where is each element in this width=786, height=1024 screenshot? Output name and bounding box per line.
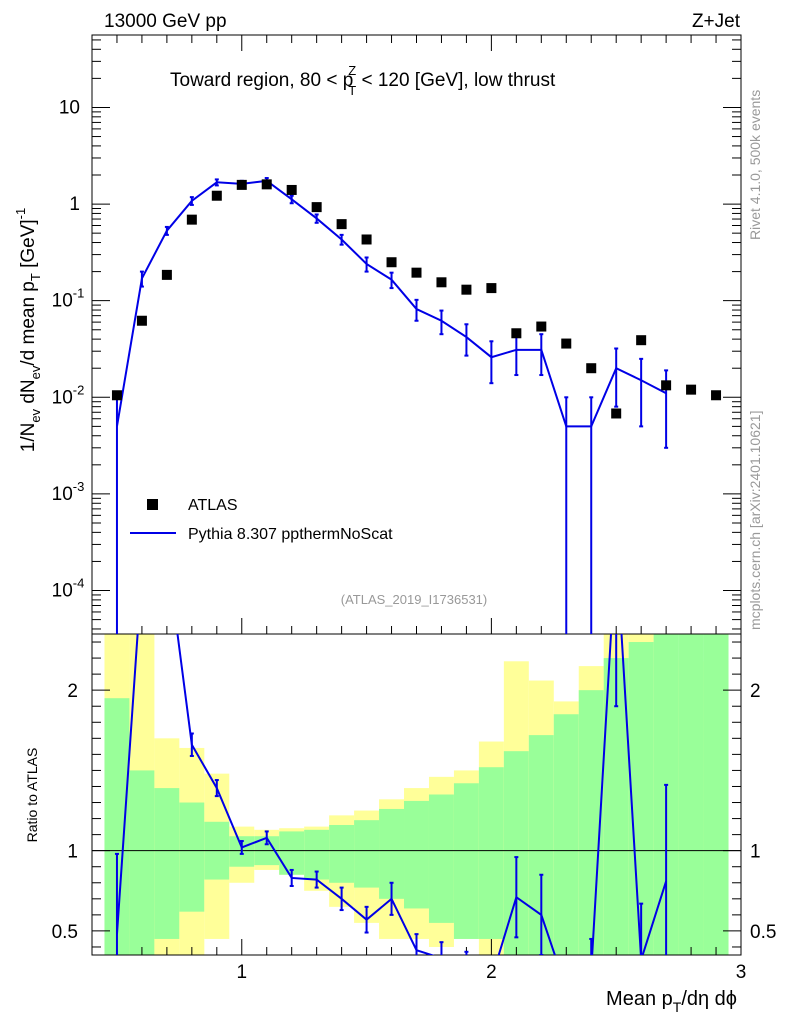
main-plot-frame xyxy=(91,34,742,635)
atlas-data-point xyxy=(411,267,422,278)
mc-series-main xyxy=(114,177,669,634)
atlas-data-point xyxy=(311,202,322,213)
atlas-data-point xyxy=(636,335,647,346)
legend-mc-label: Pythia 8.307 ppthermNoScat xyxy=(188,526,393,543)
stat-band-bin xyxy=(703,634,729,955)
x-axis-label: Mean pT/dη dϕ xyxy=(606,988,737,1015)
ylabel-sub-ev-1: ev xyxy=(28,408,43,422)
stat-band-bin xyxy=(179,802,205,912)
y-tick-label-exponent: -1 xyxy=(73,286,85,301)
title-sup-z: Z xyxy=(348,63,356,78)
y-tick-label-base: 1 xyxy=(69,194,80,215)
xlabel-part-2: /dη dϕ xyxy=(681,988,737,1010)
atlas-data-point xyxy=(536,321,547,332)
ylabel-part-4: [GeV] xyxy=(18,219,39,273)
atlas-data-point xyxy=(561,338,572,349)
stat-band-bin xyxy=(478,767,504,939)
atlas-data-point xyxy=(611,408,622,419)
title-sub-t: T xyxy=(348,83,356,98)
mc-series-ratio xyxy=(114,634,669,955)
plot-title: Toward region, 80 < pZ T < 120 [GeV], low… xyxy=(170,63,556,98)
stat-band-bin xyxy=(453,783,479,939)
atlas-data-point xyxy=(186,214,197,225)
atlas-data-point xyxy=(661,380,672,391)
y-tick-label-exponent: -2 xyxy=(73,382,85,397)
atlas-data-point xyxy=(586,363,597,374)
y-tick-label-base: 10 xyxy=(52,581,73,602)
atlas-data-point xyxy=(436,277,447,288)
mc-line xyxy=(115,179,667,428)
title-part-2: < 120 [GeV], low thrust xyxy=(356,70,556,91)
ratio-tick-label-left: 1 xyxy=(67,842,78,863)
atlas-data-point xyxy=(686,384,697,395)
x-tick-label: 3 xyxy=(736,962,747,983)
ratio-tick-label-left: 2 xyxy=(67,681,78,702)
main-y-axis-label: 1/Nev dNev/d mean pT [GeV]-1 xyxy=(13,208,43,453)
ylabel-sub-t: T xyxy=(28,273,43,281)
y-tick-label: 10-4 xyxy=(52,576,85,602)
atlas-data-point xyxy=(386,257,397,268)
ratio-tick-label-right: 2 xyxy=(750,681,761,702)
x-tick-label: 1 xyxy=(236,962,247,983)
legend-atlas-label: ATLAS xyxy=(188,497,238,514)
y-tick-label-base: 10 xyxy=(59,97,80,118)
ratio-tick-label-right: 0.5 xyxy=(750,922,776,943)
y-tick-label: 10 xyxy=(59,97,80,118)
x-tick-label: 2 xyxy=(486,962,497,983)
y-tick-label-exponent: -3 xyxy=(73,479,85,494)
ratio-tick-label-left: 0.5 xyxy=(52,922,78,943)
stat-band-bin xyxy=(154,788,180,939)
stat-band-bin xyxy=(678,634,704,955)
ylabel-part-3: /d mean p xyxy=(18,281,39,366)
atlas-data-point xyxy=(136,315,147,326)
rivet-version-label: Rivet 4.1.0, 500k events xyxy=(747,90,763,240)
y-tick-label: 10-3 xyxy=(52,479,85,505)
xlabel-part-1: Mean p xyxy=(606,988,673,1010)
atlas-data-point xyxy=(711,390,722,401)
atlas-data-point xyxy=(336,219,347,230)
y-tick-label: 10-1 xyxy=(52,286,85,312)
atlas-data-point xyxy=(361,234,372,245)
analysis-label: (ATLAS_2019_I1736531) xyxy=(341,592,487,607)
y-tick-label-exponent: -4 xyxy=(73,576,85,591)
atlas-data-point xyxy=(236,179,247,190)
stat-band-bin xyxy=(603,658,629,955)
atlas-series-main xyxy=(111,179,722,419)
y-tick-label-base: 10 xyxy=(52,291,73,312)
process-label: Z+Jet xyxy=(692,11,741,32)
atlas-data-point xyxy=(486,283,497,294)
ratio-tick-label-right: 1 xyxy=(750,842,761,863)
stat-band-bin xyxy=(279,831,305,875)
stat-band-bin xyxy=(553,714,579,955)
stat-band-bin xyxy=(354,820,380,888)
y-tick-label: 10-2 xyxy=(52,382,85,408)
atlas-data-point xyxy=(111,390,122,401)
atlas-data-point xyxy=(461,284,472,295)
y-tick-label: 1 xyxy=(69,194,80,215)
ratio-uncertainty-bands xyxy=(104,634,729,955)
atlas-data-point xyxy=(161,269,172,280)
mcplots-reference-label: mcplots.cern.ch [arXiv:2401.10621] xyxy=(747,411,763,630)
y-tick-label-base: 10 xyxy=(52,387,73,408)
atlas-data-point xyxy=(211,190,222,201)
energy-label: 13000 GeV pp xyxy=(104,11,227,32)
ylabel-part-1: 1/N xyxy=(18,423,39,453)
legend-atlas-marker xyxy=(147,499,158,510)
y-tick-label-base: 10 xyxy=(52,484,73,505)
title-part-1: Toward region, 80 < p xyxy=(170,70,353,91)
ylabel-part-2: dN xyxy=(18,379,39,409)
atlas-data-point xyxy=(511,328,522,339)
stat-band-bin xyxy=(129,770,155,955)
stat-band-bin xyxy=(329,824,355,883)
ylabel-sub-ev-2: ev xyxy=(28,365,43,379)
atlas-data-point xyxy=(286,184,297,195)
xlabel-sub-t: T xyxy=(673,999,682,1015)
ratio-y-axis-label: Ratio to ATLAS xyxy=(24,748,40,843)
ylabel-sup-minus1: -1 xyxy=(13,208,28,220)
atlas-data-point xyxy=(261,179,272,190)
stat-band-bin xyxy=(404,800,429,909)
stat-band-bin xyxy=(428,794,454,923)
